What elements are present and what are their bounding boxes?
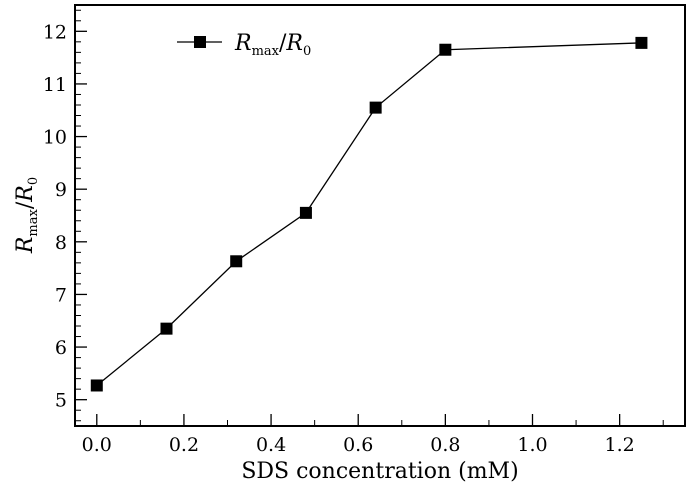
- y-tick-label: 7: [55, 284, 67, 306]
- series-line: [96, 42, 642, 386]
- data-point: [439, 43, 452, 56]
- legend: Rmax/R0: [177, 31, 311, 59]
- data-point: [635, 36, 648, 49]
- data-point: [90, 379, 103, 392]
- axes: 0.0 0.2 0.4 0.6 0.8 1.0 1.2 5 6 7 8 9 10 11 12: [43, 4, 686, 456]
- series-marks: [90, 36, 648, 392]
- x-tick-label: 0.4: [256, 434, 286, 456]
- y-axis-label: Rmax/R0: [13, 177, 41, 254]
- x-axis-label: SDS concentration (mM): [241, 459, 518, 484]
- x-tick-label: 0.6: [343, 434, 373, 456]
- x-tick-label: 1.2: [605, 434, 635, 456]
- x-tick-label: 0.0: [82, 434, 112, 456]
- data-point: [160, 322, 173, 335]
- x-tick-label: 0.8: [430, 434, 460, 456]
- y-tick-label: 5: [55, 390, 67, 412]
- y-tick-label: 6: [55, 337, 67, 359]
- data-point: [369, 101, 382, 114]
- y-tick-label: 9: [55, 179, 67, 201]
- y-tick-label: 11: [43, 74, 67, 96]
- plot-frame: [74, 4, 686, 427]
- y-tick-label: 8: [55, 232, 67, 254]
- y-tick-label: 10: [43, 127, 67, 149]
- data-point: [230, 255, 243, 268]
- data-point: [299, 206, 312, 219]
- x-tick-label: 1.0: [517, 434, 547, 456]
- x-tick-label: 0.2: [169, 434, 199, 456]
- legend-marker: [194, 36, 206, 48]
- legend-label: Rmax/R0: [234, 31, 311, 59]
- y-tick-label: 12: [43, 21, 67, 43]
